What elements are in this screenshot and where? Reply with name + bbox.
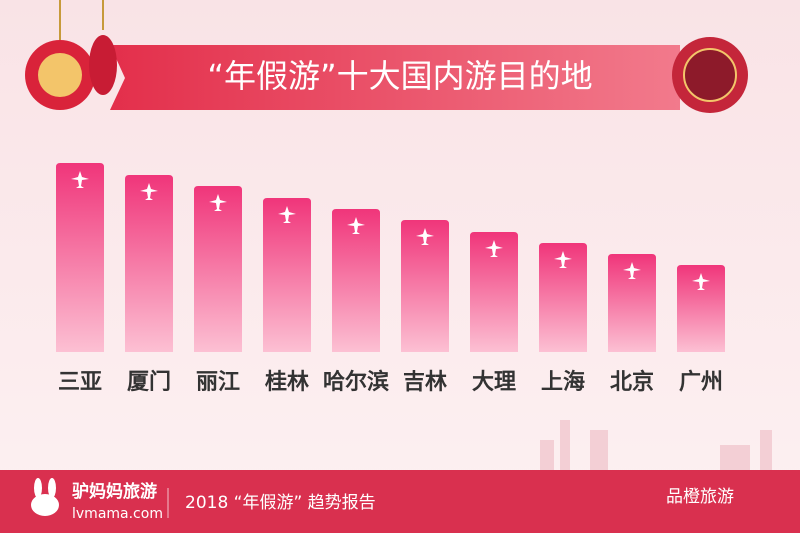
bar xyxy=(125,175,173,352)
plane-icon xyxy=(485,240,503,257)
x-tick-label: 厦门 xyxy=(127,369,171,395)
knot xyxy=(683,48,737,102)
bar xyxy=(401,220,449,352)
plane-icon xyxy=(623,262,641,279)
plane-icon xyxy=(692,273,710,290)
chart-title: “年假游”十大国内游目的地 xyxy=(207,57,592,95)
plane-icon xyxy=(554,251,572,268)
plane-icon xyxy=(278,206,296,223)
bar xyxy=(263,198,311,352)
plane-icon xyxy=(71,171,89,188)
plane-icon xyxy=(209,194,227,211)
bar xyxy=(470,232,518,352)
x-tick-label: 丽江 xyxy=(196,370,240,395)
lantern xyxy=(89,35,117,95)
brand: 驴妈妈旅游 xyxy=(72,481,157,502)
plane-icon xyxy=(416,228,434,245)
x-tick-label: 广州 xyxy=(679,369,723,395)
plane-icon xyxy=(347,217,365,234)
bar xyxy=(56,163,104,352)
title-banner: “年假游”十大国内游目的地 xyxy=(25,0,748,113)
x-tick-label: 上海 xyxy=(541,369,585,395)
skyline xyxy=(540,420,772,470)
bar xyxy=(332,209,380,352)
watermark: 品橙旅游 xyxy=(666,487,734,507)
x-tick-label: 大理 xyxy=(472,370,516,395)
rabbit-logo xyxy=(31,478,59,516)
x-tick-label: 桂林 xyxy=(265,369,309,395)
ribbon xyxy=(110,45,680,110)
x-tick-label: 三亚 xyxy=(58,370,102,395)
brand-site: lvmama.com xyxy=(72,506,163,522)
footer-bar xyxy=(0,470,800,533)
lantern-center xyxy=(38,53,82,97)
bar xyxy=(677,265,725,352)
plane-icon xyxy=(140,183,158,200)
x-tick-label: 北京 xyxy=(610,369,654,395)
x-tick-label: 吉林 xyxy=(403,369,447,395)
bar xyxy=(608,254,656,352)
report-title: 2018 “年假游” 趋势报告 xyxy=(185,493,376,513)
bar xyxy=(539,243,587,352)
x-tick-label: 哈尔滨 xyxy=(323,369,389,395)
bar xyxy=(194,186,242,352)
plot: 三亚 厦门 丽江 桂林 哈尔滨 吉林 大理 上海 北京 广州 xyxy=(56,163,725,395)
